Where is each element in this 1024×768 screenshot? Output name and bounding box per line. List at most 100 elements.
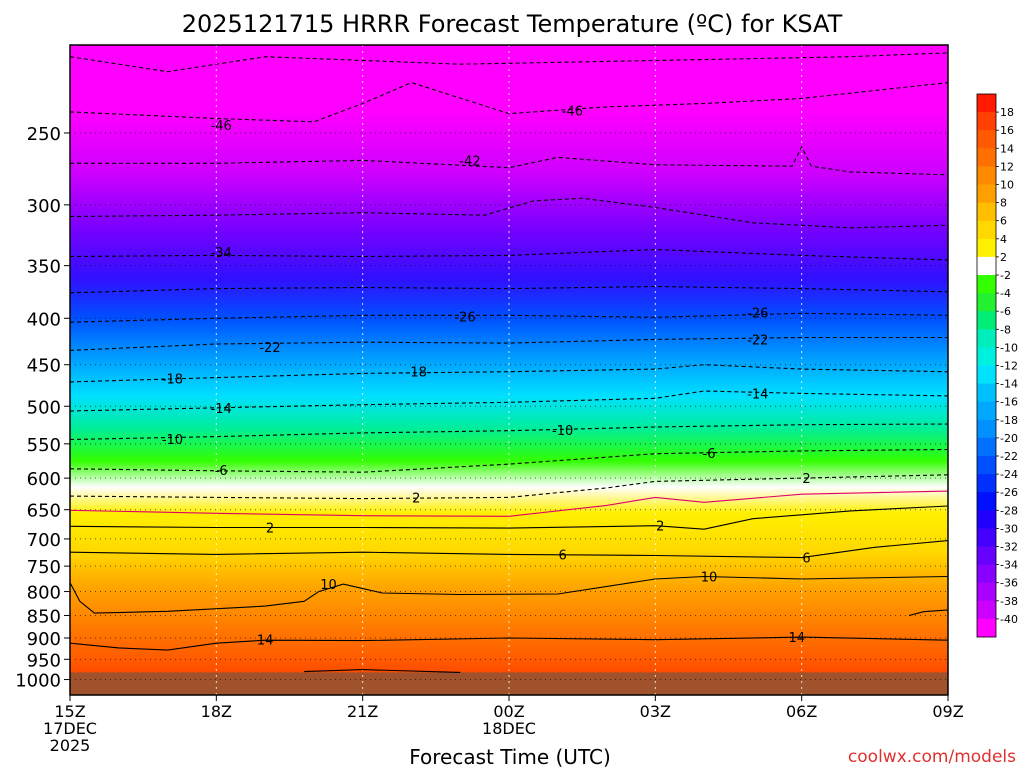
y-tick-label: 1000	[15, 671, 61, 692]
x-tick-label: 09Z	[932, 702, 963, 721]
colorbar-swatch	[977, 564, 996, 584]
isotherm-line	[70, 82, 948, 123]
y-tick-label: 550	[27, 435, 61, 456]
isotherm-label: 14	[789, 631, 806, 646]
y-tick-label: 650	[27, 501, 61, 522]
colorbar-label: -26	[1000, 486, 1018, 499]
isotherm-label: -22	[747, 333, 768, 348]
colorbar-swatch	[977, 238, 996, 258]
isotherm-label: 14	[257, 633, 274, 648]
isotherm-line	[70, 505, 948, 530]
x-tick-label: 15Z	[54, 702, 85, 721]
isotherm-line	[304, 669, 461, 673]
credit-text: coolwx.com/models	[848, 747, 1016, 767]
y-tick-label: 400	[27, 309, 61, 330]
isotherm-line	[70, 575, 948, 614]
y-tick-label: 450	[27, 356, 61, 377]
colorbar-swatch	[977, 94, 996, 113]
colorbar-swatch	[977, 474, 996, 493]
x-tick-label: 2025	[50, 736, 91, 755]
isotherm-line	[70, 285, 948, 294]
colorbar-swatch	[977, 437, 996, 457]
isotherm-label: 10	[701, 570, 718, 585]
isotherm-line	[70, 145, 948, 176]
y-tick-label: 850	[27, 606, 61, 627]
isotherm-line	[70, 52, 948, 73]
isotherm-label: -14	[211, 402, 232, 417]
colorbar-label: -16	[1000, 396, 1018, 409]
colorbar-label: -8	[1000, 323, 1011, 336]
colorbar-swatch	[977, 600, 996, 620]
colorbar-label: 10	[1000, 179, 1014, 192]
isotherm-label: 6	[802, 552, 810, 567]
colorbar-swatch	[977, 130, 996, 149]
isotherm-label: -14	[747, 387, 768, 402]
isotherm-label: 10	[320, 578, 337, 593]
colorbar-label: -2	[1000, 269, 1011, 282]
colorbar-swatch	[977, 329, 996, 348]
y-tick-label: 750	[27, 557, 61, 578]
isotherm-line	[908, 609, 948, 617]
isotherm-line	[70, 312, 948, 323]
colorbar-swatch	[977, 112, 996, 131]
isotherm-label: -10	[162, 433, 183, 448]
colorbar-label: -4	[1000, 287, 1011, 300]
colorbar-swatch	[977, 166, 996, 185]
colorbar-swatch	[977, 220, 996, 240]
ground-below-surface	[70, 672, 948, 695]
isotherm-label: -46	[211, 119, 232, 134]
colorbar-label: -40	[1000, 613, 1018, 626]
colorbar-swatch	[977, 293, 996, 312]
x-axis-title: Forecast Time (UTC)	[409, 745, 611, 768]
colorbar-swatch	[977, 365, 996, 384]
colorbar-swatch	[977, 419, 996, 439]
isotherm-line	[70, 540, 948, 559]
x-tick-label: 00Z	[493, 702, 524, 721]
isotherm-label: 2	[656, 520, 664, 535]
colorbar-label: -30	[1000, 522, 1018, 535]
colorbar-label: -6	[1000, 305, 1011, 318]
y-tick-label: 800	[27, 583, 61, 604]
isotherm-line	[70, 248, 948, 261]
colorbar-swatch	[977, 275, 996, 294]
colorbar-label: 4	[1000, 233, 1007, 246]
y-tick-label: 350	[27, 257, 61, 278]
colorbar-label: -28	[1000, 504, 1018, 517]
colorbar-label: -14	[1000, 378, 1018, 391]
isotherm-label: -46	[562, 104, 583, 119]
colorbar-label: 2	[1000, 251, 1007, 264]
colorbar-label: -20	[1000, 432, 1018, 445]
isotherm-label: -6	[703, 447, 716, 462]
isotherm-label: 2	[412, 491, 420, 506]
isotherm-line	[70, 336, 948, 351]
colorbar-label: 12	[1000, 160, 1014, 173]
colorbar-label: -38	[1000, 595, 1018, 608]
colorbar-label: -22	[1000, 450, 1018, 463]
colorbar-swatch	[977, 582, 996, 602]
isotherm-line	[70, 364, 948, 383]
colorbar-label: 6	[1000, 215, 1007, 228]
colorbar-label: -12	[1000, 360, 1018, 373]
colorbar-swatch	[977, 546, 996, 565]
x-tick-label: 18Z	[201, 702, 232, 721]
x-tick-label: 21Z	[347, 702, 378, 721]
y-tick-label: 600	[27, 469, 61, 490]
colorbar-swatch	[977, 618, 996, 638]
chart-title: 2025121715 HRRR Forecast Temperature (ºC…	[182, 10, 843, 38]
x-tick-label: 17DEC	[43, 719, 97, 738]
isotherm-label: -6	[215, 464, 228, 479]
isotherm-line	[70, 390, 948, 412]
isotherm-label: -34	[211, 246, 232, 261]
y-tick-label: 700	[27, 530, 61, 551]
isotherm-line	[70, 423, 948, 441]
colorbar-label: -34	[1000, 559, 1018, 572]
y-tick-label: 300	[27, 196, 61, 217]
isotherm-line	[70, 197, 948, 229]
isotherm-label: -18	[406, 366, 427, 381]
isotherm-label: -22	[259, 341, 280, 356]
isotherm-line	[70, 490, 948, 517]
colorbar-swatch	[977, 311, 996, 330]
isotherm-line	[70, 474, 948, 500]
y-tick-label: 250	[27, 124, 61, 145]
